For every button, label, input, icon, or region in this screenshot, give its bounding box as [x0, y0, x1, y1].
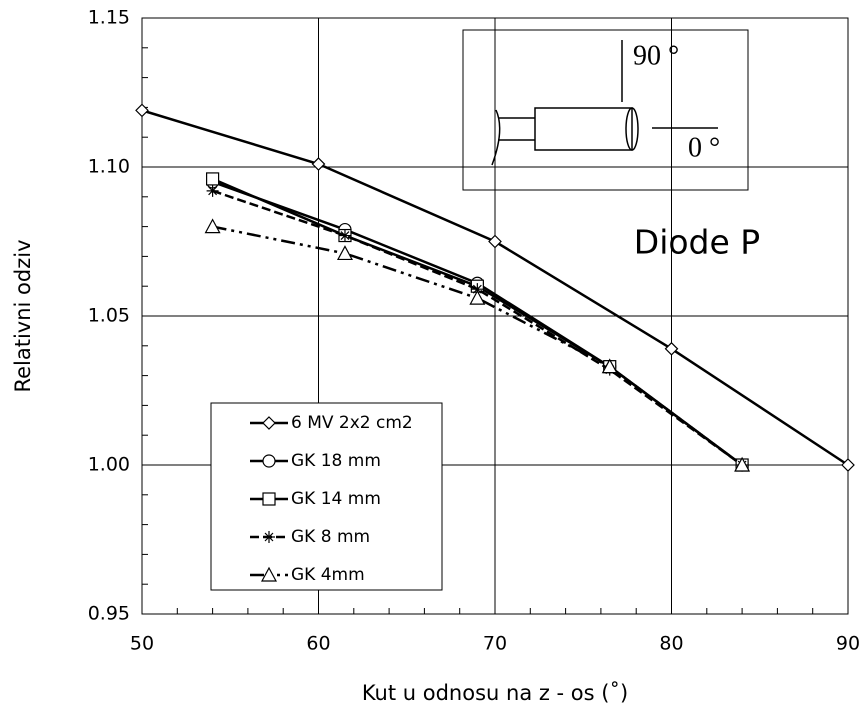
data-point — [204, 218, 221, 234]
inset-frame — [462, 29, 749, 191]
legend-label: GK 8 mm — [291, 527, 370, 547]
inset-probe-tip — [625, 107, 639, 151]
series — [135, 103, 855, 472]
data-point — [469, 289, 486, 305]
data-point — [601, 358, 618, 374]
y-tick-label: 1.05 — [88, 305, 130, 327]
legend-label: GK 18 mm — [291, 451, 381, 471]
inset-probe — [491, 107, 633, 166]
legend-label: 6 MV 2x2 cm2 — [291, 413, 413, 433]
y-tick-label: 1.10 — [88, 156, 130, 178]
data-point — [206, 172, 220, 186]
x-tick-label: 50 — [130, 633, 154, 655]
x-tick-label: 70 — [483, 633, 507, 655]
x-axis-label: Kut u odnosu na z - os (˚) — [362, 681, 628, 705]
annotation: Diode P — [634, 223, 760, 262]
inset: 90 ° 0 ° — [462, 29, 749, 191]
inset-label: 0 ° — [688, 132, 720, 163]
legend-marker — [262, 416, 276, 430]
data-point — [336, 245, 353, 261]
legend-marker — [263, 531, 275, 543]
data-point — [841, 458, 855, 472]
legend-marker — [262, 454, 276, 468]
data-point — [135, 103, 149, 118]
data-point — [311, 157, 326, 171]
y-tick-label: 1.00 — [88, 454, 130, 476]
data-point — [664, 341, 679, 356]
inset-label: 90 ° — [633, 40, 679, 71]
data-point — [471, 283, 484, 296]
plot — [141, 17, 849, 615]
legend-marker — [262, 492, 276, 506]
y-tick-label: 1.15 — [88, 7, 130, 29]
data-point — [488, 234, 502, 249]
legend-frame — [210, 402, 443, 591]
series — [204, 218, 751, 472]
x-tick-label: 90 — [836, 633, 860, 655]
x-tick-label: 60 — [306, 633, 330, 655]
series-line — [212, 189, 743, 467]
legend-marker — [260, 566, 278, 582]
y-axis-label: Relativni odziv — [11, 239, 35, 392]
legend-label: GK 14 mm — [291, 489, 381, 509]
legend-label: GK 4mm — [291, 565, 365, 585]
y-tick-label: 0.95 — [88, 603, 130, 625]
x-tick-label: 80 — [659, 633, 683, 655]
legend: 6 MV 2x2 cm2 GK 18 mm GK 14 mm GK 8 mm GK 4m… — [210, 402, 443, 591]
data-point — [734, 456, 751, 472]
data-point — [338, 229, 351, 242]
data-point — [206, 184, 219, 197]
